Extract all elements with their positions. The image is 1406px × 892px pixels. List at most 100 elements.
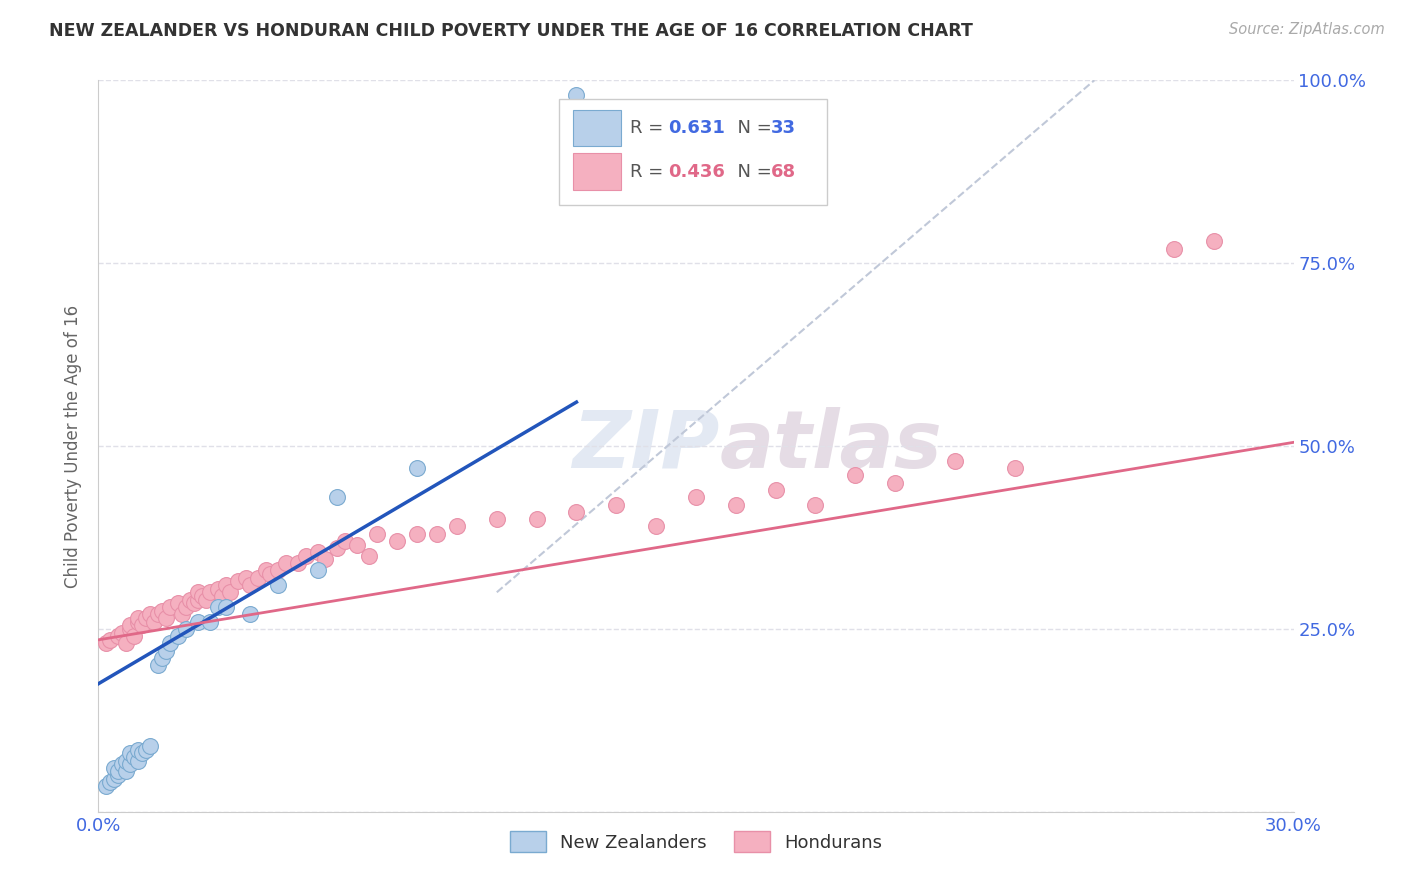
Point [143,615,166,629]
Point [120,622,142,636]
Point [107,768,129,782]
Point [131,618,153,632]
Point [211,589,233,603]
Point [167,596,190,610]
Point [267,563,290,577]
Point [526,512,548,526]
Point [139,739,162,753]
Point [174,599,197,614]
Point [406,526,429,541]
Point [294,549,316,563]
Legend: New Zealanders, Hondurans: New Zealanders, Hondurans [501,822,891,861]
Point [267,578,290,592]
Point [219,585,242,599]
Text: 0.436: 0.436 [668,162,725,181]
Point [159,636,181,650]
Point [187,615,209,629]
Point [98,632,122,647]
Point [239,578,262,592]
Point [96,636,118,650]
Point [107,629,129,643]
Point [565,87,588,102]
Point [179,592,201,607]
Point [195,592,218,607]
Point [605,498,627,512]
Point [172,607,194,622]
Point [884,475,907,490]
Text: NEW ZEALANDER VS HONDURAN CHILD POVERTY UNDER THE AGE OF 16 CORRELATION CHART: NEW ZEALANDER VS HONDURAN CHILD POVERTY … [49,22,973,40]
Point [426,526,449,541]
Point [943,453,966,467]
Point [307,563,329,577]
Text: R =: R = [630,162,669,181]
Point [198,585,221,599]
Point [96,779,118,793]
Point [127,754,149,768]
Point [167,629,190,643]
Point [155,611,177,625]
Point [150,603,173,617]
Point [127,615,149,629]
Point [226,574,249,589]
Point [207,599,229,614]
Point [187,585,209,599]
Text: ZIP: ZIP [572,407,720,485]
Point [1202,234,1225,248]
Point [366,526,388,541]
Text: 0.631: 0.631 [668,119,725,136]
Text: atlas: atlas [720,407,942,485]
Point [274,556,297,570]
Text: R =: R = [630,119,669,136]
Point [115,754,138,768]
Point [124,749,146,764]
Point [1004,461,1026,475]
Point [346,538,368,552]
Bar [572,153,620,190]
Point [207,582,229,596]
Point [645,519,668,533]
Point [485,512,508,526]
Point [307,545,329,559]
Point [139,607,162,622]
Point [135,611,157,625]
Point [120,757,142,772]
Point [254,563,277,577]
Point [115,764,138,779]
Text: N =: N = [725,162,778,181]
Point [215,599,238,614]
Point [239,607,262,622]
Point [155,644,177,658]
Point [103,761,125,775]
Point [259,567,281,582]
Point [120,746,142,760]
Point [124,629,146,643]
Point [359,549,381,563]
Text: Source: ZipAtlas.com: Source: ZipAtlas.com [1229,22,1385,37]
Point [326,541,349,556]
Point [183,596,205,610]
Point [148,607,170,622]
Point [115,636,138,650]
Point [127,611,149,625]
Point [804,498,827,512]
Point [111,625,134,640]
Point [107,764,129,779]
Point [191,589,214,603]
Point [150,651,173,665]
Y-axis label: Child Poverty Under the Age of 16: Child Poverty Under the Age of 16 [65,304,83,588]
Point [103,772,125,786]
Point [246,571,269,585]
Point [565,505,588,519]
Point [215,578,238,592]
Point [120,618,142,632]
Bar [572,110,620,146]
Point [127,742,149,756]
Point [446,519,468,533]
Text: 68: 68 [772,162,796,181]
Point [98,775,122,789]
Point [315,552,337,566]
Point [159,599,181,614]
Bar [558,99,827,204]
Point [1163,242,1185,256]
Point [187,592,209,607]
